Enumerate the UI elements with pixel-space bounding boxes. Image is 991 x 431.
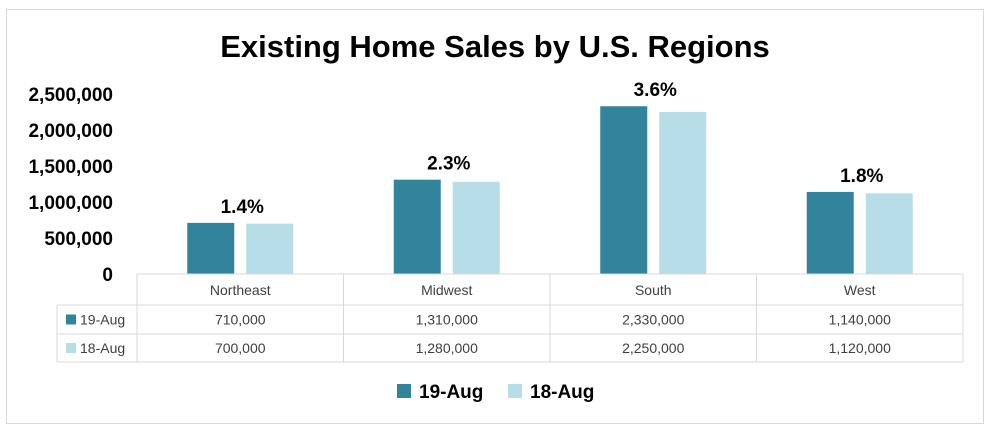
y-tick-label: 2,500,000 xyxy=(28,85,113,106)
chart-frame xyxy=(6,9,984,424)
data-table: Northeast Midwest South West 19-Aug 710,000 1,… xyxy=(56,273,964,363)
y-axis: 0 500,000 1,000,000 1,500,000 2,000,000 2,500… xyxy=(28,85,113,286)
growth-label: 3.6% xyxy=(634,80,677,101)
legend-key-19-aug xyxy=(397,384,411,398)
table-row-header: 19-Aug xyxy=(80,312,125,328)
table-cell: 1,120,000 xyxy=(829,340,891,356)
bars xyxy=(187,106,913,275)
legend-key-18-aug xyxy=(508,384,522,398)
bar-west-19-aug xyxy=(806,191,854,274)
table-cell: 1,140,000 xyxy=(829,312,891,328)
bar-west-18-aug xyxy=(865,193,913,274)
bar-south-19-aug xyxy=(600,106,648,275)
table-cell: 1,310,000 xyxy=(416,312,478,328)
chart-title: Existing Home Sales by U.S. Regions xyxy=(220,29,770,64)
y-tick-label: 0 xyxy=(102,265,113,286)
category-label: West xyxy=(844,282,876,298)
y-tick-label: 2,000,000 xyxy=(28,121,113,142)
y-tick-label: 1,000,000 xyxy=(28,193,113,214)
table-cell: 2,330,000 xyxy=(622,312,684,328)
table-cell: 710,000 xyxy=(215,312,266,328)
y-tick-label: 500,000 xyxy=(44,229,113,250)
category-label: Midwest xyxy=(421,282,472,298)
growth-labels: 1.4% 2.3% 3.6% 1.8% xyxy=(221,80,884,218)
bar-south-18-aug xyxy=(659,112,707,274)
table-cell: 2,250,000 xyxy=(622,340,684,356)
legend-label: 18-Aug xyxy=(530,382,594,403)
bar-midwest-19-aug xyxy=(393,179,441,274)
bar-northeast-18-aug xyxy=(246,223,294,274)
legend-label: 19-Aug xyxy=(419,382,483,403)
bar-midwest-18-aug xyxy=(452,181,500,274)
y-tick-label: 1,500,000 xyxy=(28,157,113,178)
growth-label: 1.4% xyxy=(221,197,264,218)
growth-label: 1.8% xyxy=(840,166,883,187)
legend: 19-Aug 18-Aug xyxy=(397,382,594,403)
table-legend-key-19-aug xyxy=(66,314,76,325)
category-label: South xyxy=(635,282,672,298)
table-cell: 1,280,000 xyxy=(416,340,478,356)
bar-northeast-19-aug xyxy=(187,222,235,274)
table-row-header: 18-Aug xyxy=(80,340,125,356)
table-legend-key-18-aug xyxy=(66,343,76,353)
category-label: Northeast xyxy=(210,282,271,298)
growth-label: 2.3% xyxy=(427,154,470,175)
table-cell: 700,000 xyxy=(215,340,266,356)
